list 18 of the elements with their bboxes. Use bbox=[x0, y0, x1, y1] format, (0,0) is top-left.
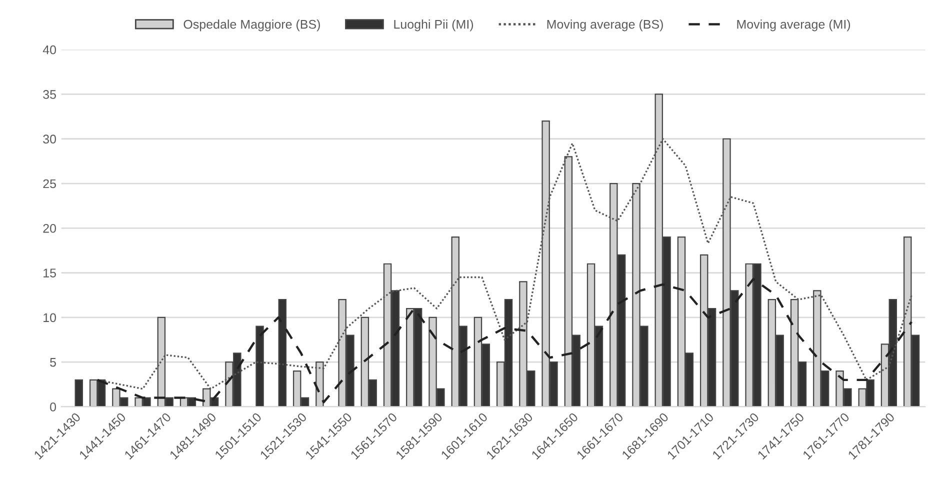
line-series bbox=[96, 278, 913, 404]
y-tick-label: 35 bbox=[43, 90, 56, 99]
y-tick-label: 10 bbox=[44, 313, 56, 322]
y-tick-label: 30 bbox=[43, 134, 56, 144]
y-tick-label: 15 bbox=[44, 268, 56, 278]
y-tick-label: 20 bbox=[43, 224, 56, 233]
legend-label: Moving average (MI) bbox=[737, 20, 850, 32]
legend-label: Ospedale Maggiore (BS) bbox=[184, 20, 320, 32]
bar bbox=[256, 326, 264, 407]
y-tick-label: 5 bbox=[50, 358, 56, 367]
bar bbox=[74, 379, 83, 407]
y-tick-label: 25 bbox=[43, 179, 56, 188]
line-series bbox=[96, 138, 912, 390]
y-tick-label: 40 bbox=[42, 45, 56, 54]
legend-label: Luoghi Pii (MI) bbox=[394, 20, 474, 32]
bar bbox=[278, 299, 287, 407]
y-tick-label: 0 bbox=[50, 402, 56, 412]
legend-label: Moving average (BS) bbox=[547, 20, 663, 32]
